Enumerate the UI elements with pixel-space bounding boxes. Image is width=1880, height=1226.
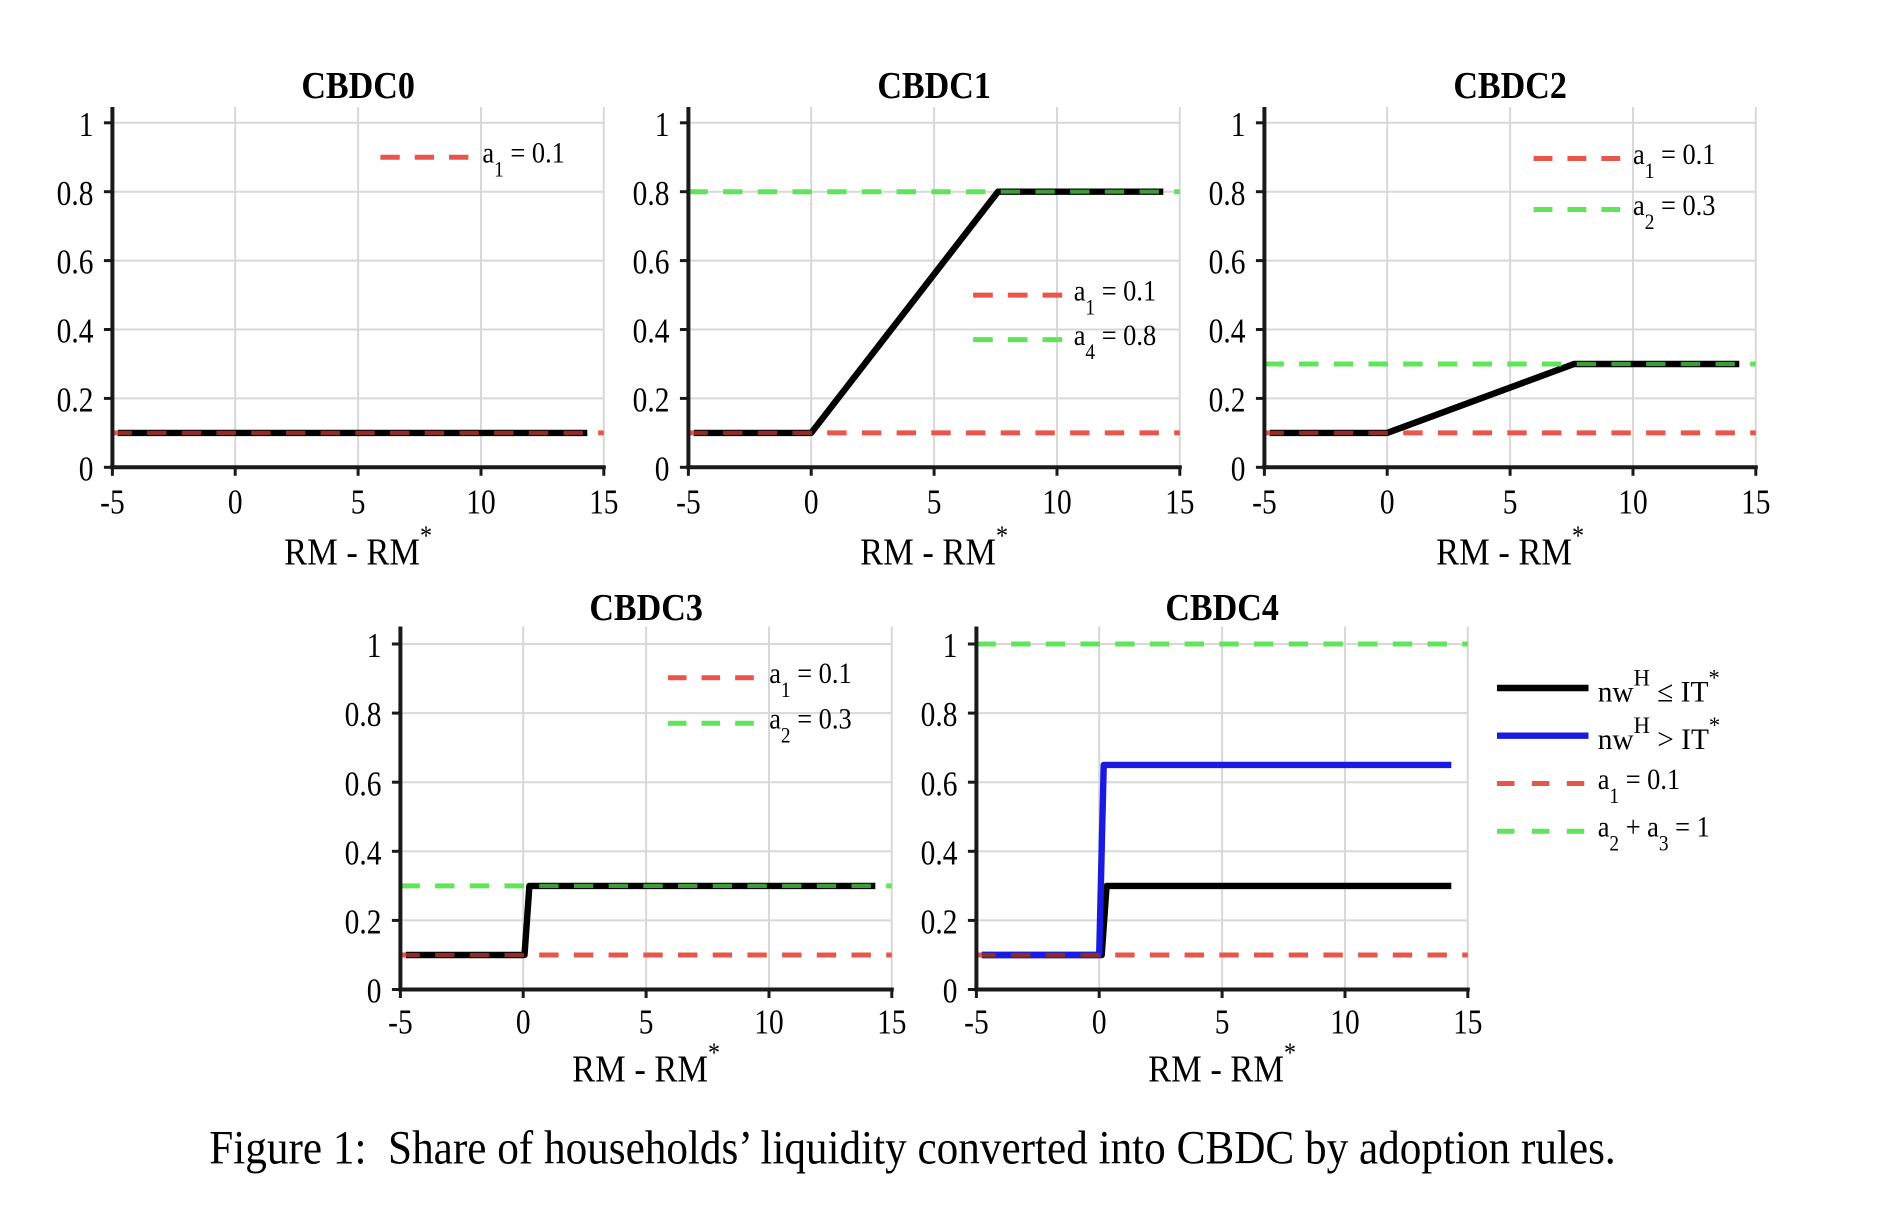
svg-text:0.8: 0.8 (921, 695, 958, 734)
svg-text:0.8: 0.8 (57, 173, 94, 212)
svg-text:-5: -5 (1252, 482, 1276, 521)
svg-text:1: 1 (367, 626, 382, 665)
svg-text:0.6: 0.6 (57, 242, 94, 281)
svg-text:0.8: 0.8 (345, 695, 382, 734)
svg-text:15: 15 (1453, 1002, 1482, 1041)
svg-text:a1 = 0.1: a1 = 0.1 (769, 658, 851, 703)
svg-text:CBDC3: CBDC3 (589, 586, 703, 628)
svg-text:5: 5 (351, 482, 366, 521)
svg-text:0: 0 (79, 449, 94, 488)
svg-text:10: 10 (1330, 1002, 1359, 1041)
svg-text:0.4: 0.4 (1209, 311, 1246, 350)
svg-text:0: 0 (804, 482, 819, 521)
svg-text:0.4: 0.4 (345, 833, 382, 872)
svg-text:0: 0 (1092, 1002, 1107, 1041)
svg-text:1: 1 (79, 104, 94, 143)
svg-text:0: 0 (1231, 449, 1246, 488)
svg-text:1: 1 (655, 104, 670, 143)
svg-text:15: 15 (1741, 482, 1770, 521)
svg-text:RM - RM*: RM - RM* (860, 520, 1008, 573)
svg-text:0.4: 0.4 (57, 311, 94, 350)
svg-text:10: 10 (1618, 482, 1647, 521)
svg-text:15: 15 (1165, 482, 1194, 521)
svg-text:CBDC4: CBDC4 (1165, 586, 1279, 628)
svg-text:5: 5 (639, 1002, 654, 1041)
svg-text:5: 5 (1503, 482, 1518, 521)
svg-text:10: 10 (466, 482, 495, 521)
svg-text:0.4: 0.4 (921, 833, 958, 872)
svg-text:0.2: 0.2 (1209, 380, 1246, 419)
svg-text:0.6: 0.6 (921, 764, 958, 803)
svg-text:5: 5 (1215, 1002, 1230, 1041)
svg-text:-5: -5 (964, 1002, 988, 1041)
svg-text:0.8: 0.8 (1209, 173, 1246, 212)
svg-text:0: 0 (1380, 482, 1395, 521)
svg-text:15: 15 (877, 1002, 906, 1041)
svg-text:0.8: 0.8 (633, 173, 670, 212)
svg-text:a1 = 0.1: a1 = 0.1 (1074, 275, 1156, 320)
svg-text:RM - RM*: RM - RM* (572, 1037, 720, 1090)
svg-text:1: 1 (1231, 104, 1246, 143)
svg-text:10: 10 (1042, 482, 1071, 521)
svg-text:0.2: 0.2 (921, 902, 958, 941)
svg-text:-5: -5 (388, 1002, 412, 1041)
svg-text:0.6: 0.6 (633, 242, 670, 281)
svg-text:0: 0 (516, 1002, 531, 1041)
svg-text:0: 0 (228, 482, 243, 521)
svg-text:0: 0 (655, 449, 670, 488)
svg-text:CBDC1: CBDC1 (877, 64, 991, 106)
svg-text:RM - RM*: RM - RM* (1148, 1037, 1296, 1090)
svg-text:Figure 1: Share of households: Figure 1: Share of households’ liquidity… (209, 1120, 1615, 1174)
svg-text:15: 15 (589, 482, 618, 521)
svg-text:0.2: 0.2 (633, 380, 670, 419)
svg-text:RM - RM*: RM - RM* (1436, 520, 1584, 573)
svg-text:0.6: 0.6 (345, 764, 382, 803)
svg-text:10: 10 (754, 1002, 783, 1041)
svg-text:CBDC0: CBDC0 (301, 64, 415, 106)
svg-text:5: 5 (927, 482, 942, 521)
svg-text:0.2: 0.2 (57, 380, 94, 419)
svg-text:0: 0 (943, 971, 958, 1010)
svg-text:-5: -5 (676, 482, 700, 521)
svg-text:1: 1 (943, 626, 958, 665)
svg-text:0.6: 0.6 (1209, 242, 1246, 281)
svg-text:0: 0 (367, 971, 382, 1010)
svg-text:-5: -5 (100, 482, 124, 521)
svg-text:0.4: 0.4 (633, 311, 670, 350)
svg-text:RM - RM*: RM - RM* (284, 520, 432, 573)
svg-text:0.2: 0.2 (345, 902, 382, 941)
svg-text:CBDC2: CBDC2 (1453, 64, 1567, 106)
